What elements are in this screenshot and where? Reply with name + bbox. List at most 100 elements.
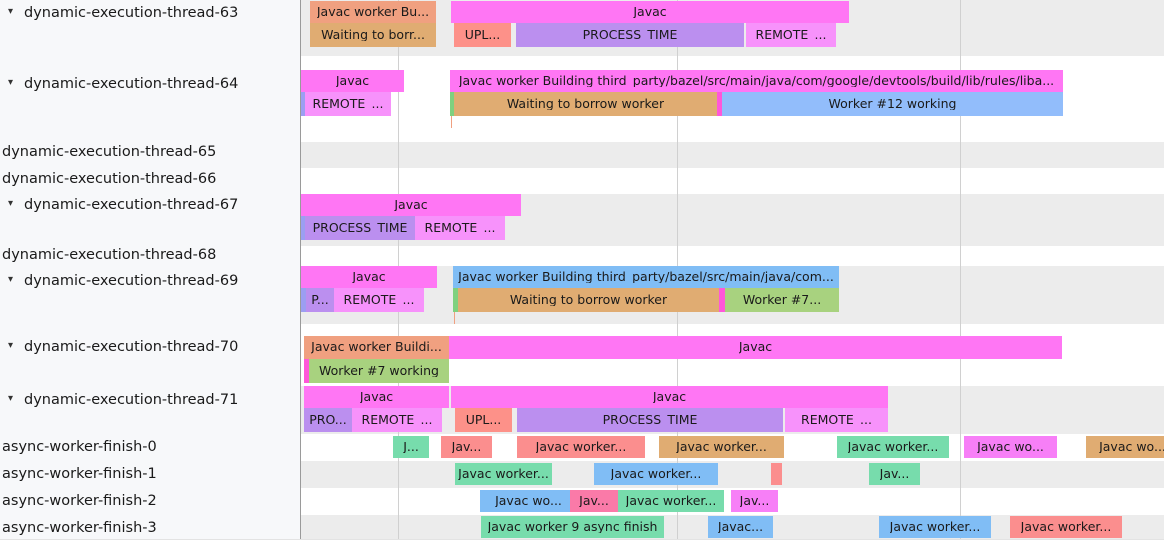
- chevron-down-icon[interactable]: ▾: [8, 198, 14, 209]
- trace-slice[interactable]: REMOTE_...: [352, 408, 442, 432]
- trace-slice[interactable]: Javac wo...: [480, 490, 577, 512]
- trace-slice-label: J...: [403, 440, 419, 454]
- trace-slice[interactable]: REMOTE_...: [415, 216, 505, 240]
- track-label-async-worker-finish-1[interactable]: async-worker-finish-1: [0, 467, 300, 482]
- trace-slice[interactable]: Jav...: [441, 436, 492, 458]
- trace-slice[interactable]: PROCESS_TIME: [517, 408, 783, 432]
- trace-slice[interactable]: Jav...: [570, 490, 618, 512]
- trace-slice-label: Javac: [359, 390, 394, 404]
- trace-slice[interactable]: [304, 359, 309, 383]
- trace-slice[interactable]: Javac wo...: [1086, 436, 1164, 458]
- trace-slice-label: Javac worker...: [847, 440, 939, 454]
- trace-slice[interactable]: Javac wo...: [964, 436, 1057, 458]
- trace-slice[interactable]: REMOTE_...: [785, 408, 888, 432]
- trace-slice[interactable]: Worker #12 working: [722, 92, 1063, 116]
- trace-slice[interactable]: [301, 288, 306, 312]
- trace-slice[interactable]: [453, 288, 458, 312]
- trace-slice[interactable]: Javac: [301, 194, 521, 216]
- trace-slice[interactable]: Javac: [451, 386, 888, 408]
- trace-slice-label: Jav...: [579, 494, 609, 508]
- track-label-dynamic-execution-thread-65[interactable]: dynamic-execution-thread-65: [0, 145, 300, 160]
- trace-slice[interactable]: Javac: [451, 1, 849, 23]
- trace-slice[interactable]: Javac worker Building third_party/bazel/…: [453, 266, 839, 288]
- trace-slice[interactable]: UPL...: [454, 23, 511, 47]
- trace-slice[interactable]: Javac worker...: [837, 436, 949, 458]
- chevron-down-icon[interactable]: ▾: [8, 340, 14, 351]
- track-label-async-worker-finish-0[interactable]: async-worker-finish-0: [0, 440, 300, 455]
- trace-slice[interactable]: [717, 92, 722, 116]
- trace-slice[interactable]: Waiting to borrow worker: [454, 92, 717, 116]
- chevron-down-icon[interactable]: ▾: [8, 77, 14, 88]
- trace-slice-label: Jav...: [739, 494, 770, 508]
- track-label-dynamic-execution-thread-64[interactable]: ▾ dynamic-execution-thread-64: [0, 77, 300, 92]
- trace-slice-label: Jav...: [879, 467, 910, 481]
- track-label-dynamic-execution-thread-63[interactable]: ▾ dynamic-execution-thread-63: [0, 6, 300, 21]
- trace-slice[interactable]: Javac worker...: [517, 436, 645, 458]
- timeline-canvas[interactable]: Javac worker Bu... Waiting to borr... Java…: [301, 0, 1164, 540]
- track-label-dynamic-execution-thread-68[interactable]: dynamic-execution-thread-68: [0, 248, 300, 263]
- trace-slice[interactable]: UPL...: [455, 408, 512, 432]
- trace-slice-label: P...: [311, 293, 329, 307]
- trace-slice-label: Javac: [352, 270, 386, 284]
- trace-slice-label: Worker #7 working: [319, 364, 439, 378]
- trace-slice[interactable]: Javac worker...: [594, 463, 718, 485]
- trace-slice-label: Javac worker...: [676, 440, 767, 454]
- track-label-dynamic-execution-thread-71[interactable]: ▾ dynamic-execution-thread-71: [0, 393, 300, 408]
- track-name: async-worker-finish-2: [2, 493, 157, 509]
- track-label-async-worker-finish-2[interactable]: async-worker-finish-2: [0, 494, 300, 509]
- trace-slice-label: Javac wo...: [977, 440, 1044, 454]
- trace-slice[interactable]: [719, 288, 725, 312]
- track-label-dynamic-execution-thread-67[interactable]: ▾ dynamic-execution-thread-67: [0, 198, 300, 213]
- trace-slice[interactable]: [450, 92, 454, 116]
- trace-slice[interactable]: Jav...: [731, 490, 778, 512]
- trace-slice[interactable]: Javac worker Bu...: [310, 1, 436, 23]
- trace-slice[interactable]: Javac: [304, 386, 449, 408]
- trace-slice-label: REMOTE_...: [361, 413, 433, 427]
- trace-slice[interactable]: Javac worker Buildi...: [304, 336, 449, 359]
- trace-slice[interactable]: Javac worker...: [1010, 516, 1122, 538]
- trace-slice[interactable]: PRO...: [304, 408, 352, 432]
- trace-slice[interactable]: Javac: [301, 266, 437, 288]
- trace-slice[interactable]: REMOTE_...: [746, 23, 836, 47]
- trace-slice[interactable]: Jav...: [869, 463, 920, 485]
- trace-slice[interactable]: [301, 216, 305, 240]
- trace-slice[interactable]: [771, 463, 782, 485]
- trace-slice-label: Javac worker...: [610, 467, 702, 481]
- track-label-gutter[interactable]: ▾ dynamic-execution-thread-63 ▾ dynamic-exe…: [0, 0, 301, 540]
- trace-slice[interactable]: Javac: [449, 336, 1062, 359]
- trace-slice[interactable]: PROCESS_TIME: [305, 216, 415, 240]
- trace-slice[interactable]: J...: [393, 436, 429, 458]
- chevron-down-icon[interactable]: ▾: [8, 6, 14, 17]
- trace-slice-label: REMOTE_...: [755, 28, 827, 42]
- trace-slice[interactable]: REMOTE_...: [305, 92, 391, 116]
- trace-slice[interactable]: Waiting to borr...: [310, 23, 436, 47]
- trace-slice[interactable]: Javac worker Building third_party/bazel/…: [450, 70, 1063, 92]
- trace-slice[interactable]: Javac worker...: [659, 436, 784, 458]
- trace-slice-label: PROCESS_TIME: [312, 221, 408, 235]
- chevron-down-icon[interactable]: ▾: [8, 274, 14, 285]
- chevron-down-icon[interactable]: ▾: [8, 393, 14, 404]
- trace-slice[interactable]: REMOTE_...: [334, 288, 424, 312]
- track-label-async-worker-finish-3[interactable]: async-worker-finish-3: [0, 521, 300, 536]
- trace-slice[interactable]: Javac worker...: [618, 490, 724, 512]
- trace-slice[interactable]: Javac worker...: [879, 516, 991, 538]
- trace-slice[interactable]: PROCESS_TIME: [516, 23, 744, 47]
- trace-slice[interactable]: Waiting to borrow worker: [458, 288, 719, 312]
- track-label-dynamic-execution-thread-69[interactable]: ▾ dynamic-execution-thread-69: [0, 274, 300, 289]
- trace-slice-label: Javac wo...: [1099, 440, 1164, 454]
- trace-slice[interactable]: Worker #7...: [725, 288, 839, 312]
- track-label-dynamic-execution-thread-70[interactable]: ▾ dynamic-execution-thread-70: [0, 340, 300, 355]
- trace-slice[interactable]: Javac worker 9 async finish: [481, 516, 664, 538]
- trace-slice[interactable]: Javac: [301, 70, 404, 92]
- trace-slice[interactable]: [301, 92, 305, 116]
- trace-slice[interactable]: [454, 312, 455, 324]
- trace-slice[interactable]: [451, 116, 452, 128]
- trace-slice[interactable]: Javac...: [708, 516, 773, 538]
- trace-slice[interactable]: Javac worker...: [455, 463, 552, 485]
- trace-slice-label: REMOTE_...: [801, 413, 872, 427]
- trace-slice-label: Javac worker Buildi...: [311, 341, 442, 354]
- track-label-dynamic-execution-thread-66[interactable]: dynamic-execution-thread-66: [0, 172, 300, 187]
- trace-slice[interactable]: P...: [306, 288, 334, 312]
- trace-slice[interactable]: Worker #7 working: [309, 359, 449, 383]
